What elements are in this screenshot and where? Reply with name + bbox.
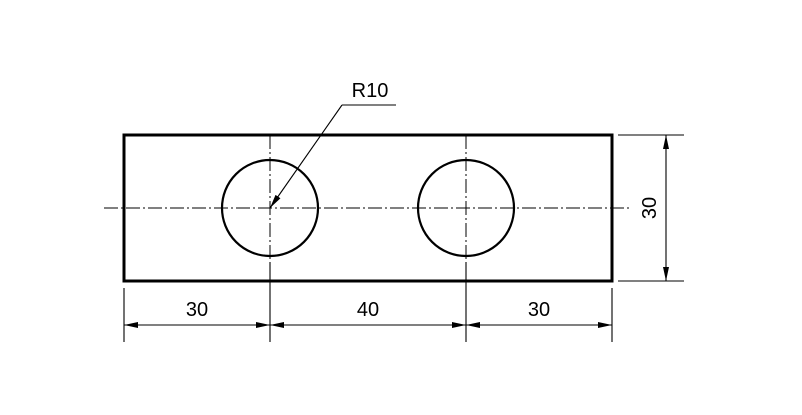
radius-leader-line [269, 104, 343, 209]
dimension-text-height: 30 [639, 197, 661, 219]
dimension-text-hole-spacing: 40 [357, 299, 379, 321]
radius-label: R10 [352, 80, 389, 102]
dimension-text-right-offset: 30 [528, 299, 550, 321]
dimension-text-left-offset: 30 [186, 299, 208, 321]
